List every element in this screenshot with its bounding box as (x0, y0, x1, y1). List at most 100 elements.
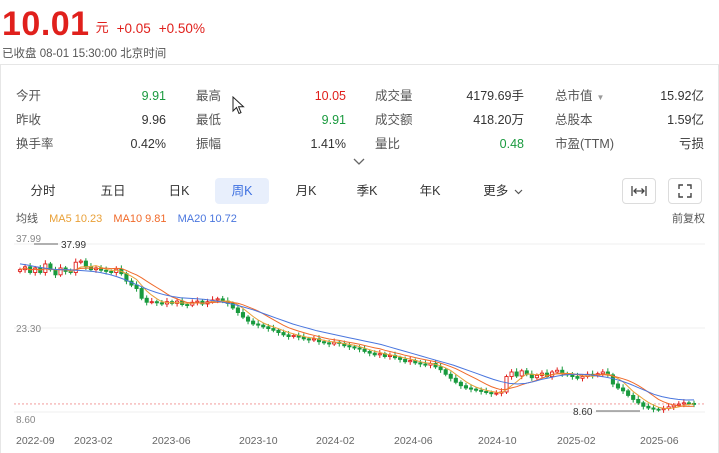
candle-body (377, 353, 382, 356)
stat-label: 最高 (196, 89, 222, 103)
tab-monthly-k[interactable]: 月K (295, 184, 317, 198)
stat-value: 4179.69手 (466, 89, 524, 103)
stat-value: 9.91 (321, 113, 346, 127)
candle-body (509, 371, 514, 378)
candle-body (53, 269, 58, 276)
tab-yearly-k[interactable]: 年K (419, 184, 441, 198)
kline-chart[interactable]: 37.99 23.30 8.60 37.99 8.60 2022-09 2023-02 202… (0, 230, 719, 453)
candle-body (240, 312, 246, 318)
candle-body (322, 341, 327, 344)
tab-more[interactable]: 更多 (472, 178, 534, 204)
tab-more-label: 更多 (483, 184, 509, 198)
y-tick-label: 8.60 (16, 415, 36, 426)
ma10-line (19, 267, 695, 407)
candle-body (99, 267, 104, 271)
max-marker-label: 37.99 (61, 240, 86, 251)
candle-body (276, 329, 281, 333)
candle-body (367, 350, 372, 354)
stat-value: 10.05 (314, 89, 346, 103)
ma-title: 均线 (16, 213, 38, 225)
candle-body (636, 398, 641, 404)
x-tick-label: 2025-06 (640, 435, 679, 447)
candle-body (494, 392, 499, 395)
market-cap-label[interactable]: 总市值 ▼ (555, 86, 604, 106)
candle-body (261, 324, 266, 328)
candle-body (154, 301, 159, 304)
stats-row: 换手率 0.42% 振幅 1.41% 量比 0.48 市盈(TTM) 亏损 (16, 134, 706, 154)
candle-body (418, 362, 423, 365)
fullscreen-button[interactable] (668, 178, 702, 204)
tab-weekly-k[interactable]: 周K (215, 178, 269, 204)
candle-body (83, 260, 88, 268)
expand-stats-chevron-down-icon[interactable] (352, 157, 366, 169)
candle-body (327, 342, 332, 345)
ma20-value: MA20 10.72 (177, 213, 237, 225)
stat-value: 15.92亿 (660, 89, 704, 103)
candle-body (403, 358, 408, 363)
x-tick-label: 2024-10 (478, 435, 517, 447)
x-tick-label: 2023-06 (152, 435, 191, 447)
candle-body (230, 302, 235, 309)
candle-body (626, 390, 631, 396)
candle-body (570, 374, 575, 378)
stat-value: 9.96 (141, 113, 166, 127)
price-change-percent: +0.50% (158, 21, 205, 36)
fit-width-button[interactable] (622, 178, 656, 204)
candle-body (347, 345, 352, 348)
stat-value: 1.41% (310, 137, 346, 151)
candle-body (656, 408, 661, 411)
x-tick-label: 2025-02 (557, 435, 596, 447)
stats-row: 昨收 9.96 最低 9.91 成交额 418.20万 总股本 1.59亿 (16, 110, 706, 130)
ma-legend: 均线 MA5 10.23 MA10 9.81 MA20 10.72 (16, 212, 245, 226)
stat-label: 最低 (196, 113, 222, 127)
candle-body (251, 320, 256, 325)
candle-body (534, 374, 539, 379)
candle-body (575, 376, 580, 379)
candle-body (357, 347, 362, 350)
candle-body (362, 348, 367, 352)
x-tick-label: 2024-06 (394, 435, 433, 447)
candle-body (245, 316, 251, 322)
tab-five-day[interactable]: 五日 (100, 184, 126, 198)
candle-body (372, 352, 377, 356)
stat-value: 0.48 (499, 137, 524, 151)
stat-label: 换手率 (16, 137, 54, 151)
tab-intraday[interactable]: 分时 (30, 184, 56, 198)
candle-body (185, 304, 190, 306)
y-tick-label: 23.30 (16, 324, 41, 335)
candle-body (149, 301, 154, 304)
candle-body (235, 307, 240, 313)
x-tick-label: 2023-02 (74, 435, 113, 447)
candle-body (256, 323, 261, 326)
chevron-down-icon (514, 189, 523, 195)
stat-label: 成交额 (375, 113, 413, 127)
stats-row: 今开 9.91 最高 10.05 成交量 4179.69手 总市值 ▼ 15.92… (16, 86, 706, 106)
min-marker-label: 8.60 (573, 407, 593, 418)
fit-width-icon (631, 186, 647, 196)
stat-label: 总股本 (555, 113, 593, 127)
candle-body (641, 402, 646, 407)
tab-quarterly-k[interactable]: 季K (356, 184, 378, 198)
candle-body (443, 369, 448, 375)
adjust-mode-label[interactable]: 前复权 (672, 213, 705, 225)
candle-body (139, 288, 144, 299)
candle-body (423, 363, 428, 366)
stat-label: 今开 (16, 89, 42, 103)
candle-body (78, 260, 83, 263)
stat-value: 9.91 (141, 89, 166, 103)
candle-body (676, 403, 681, 406)
candle-body (104, 269, 109, 272)
last-price: 10.01 (2, 5, 90, 43)
candle-body (398, 357, 403, 360)
stat-label: 总市值 (555, 89, 593, 103)
candle-body (281, 332, 286, 336)
candle-body (580, 376, 585, 379)
ma5-value: MA5 10.23 (49, 213, 103, 225)
price-change: +0.05 (116, 21, 151, 36)
tab-daily-k[interactable]: 日K (168, 184, 190, 198)
candle-body (463, 385, 469, 389)
candle-body (600, 371, 605, 375)
ma10-value: MA10 9.81 (113, 213, 167, 225)
candle-body (686, 402, 691, 405)
ma20-line (19, 263, 695, 401)
